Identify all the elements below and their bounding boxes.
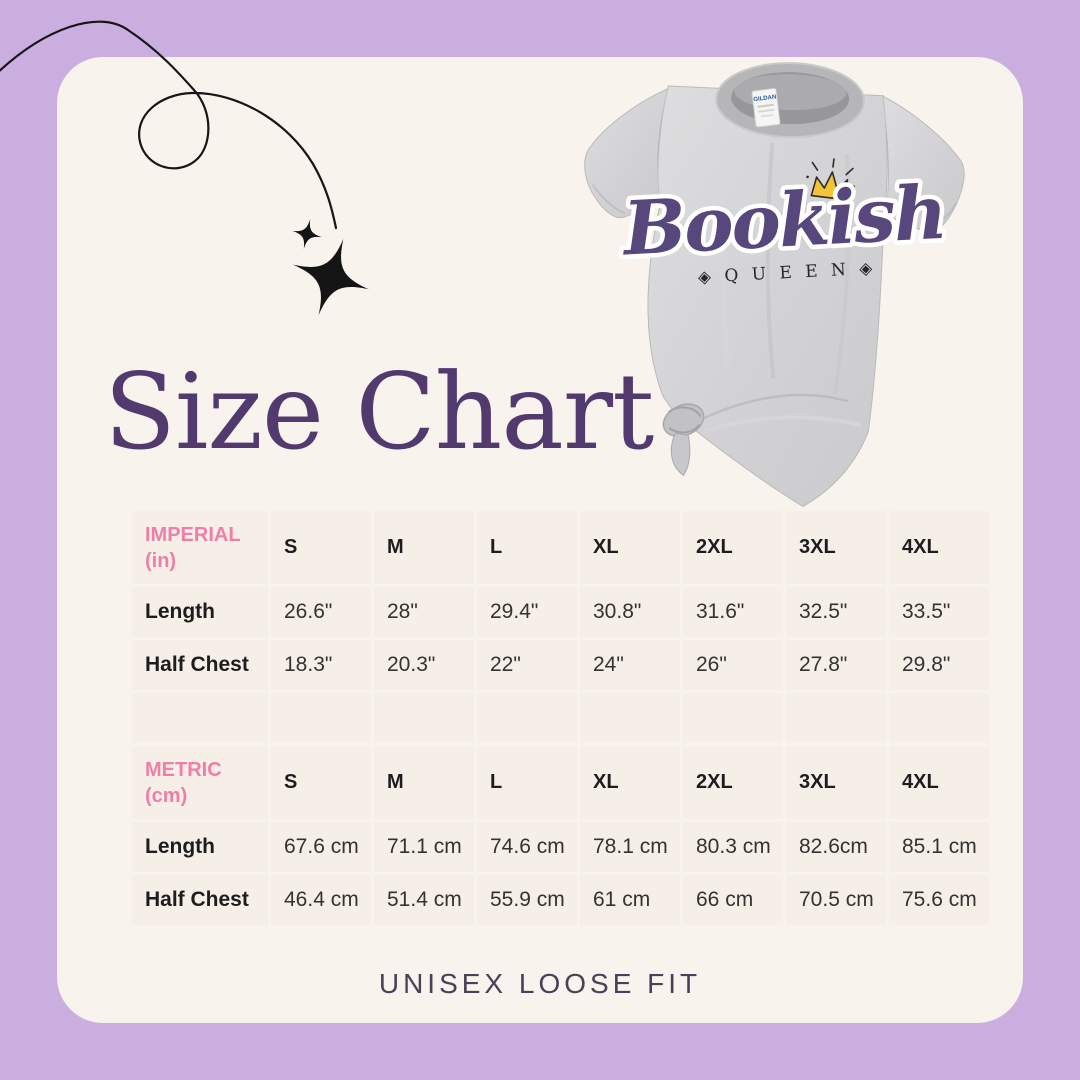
crown-icon: [806, 158, 856, 201]
size-col-header: L: [477, 746, 577, 819]
table-cell: 46.4 cm: [271, 875, 371, 925]
size-col-header: M: [374, 511, 474, 584]
page-title: Size Chart: [104, 351, 654, 473]
row-label: Length: [132, 587, 268, 637]
table-cell: 71.1 cm: [374, 822, 474, 872]
table-cell: 29.4": [477, 587, 577, 637]
table-cell: 32.5": [786, 587, 886, 637]
table-cell: 51.4 cm: [374, 875, 474, 925]
size-chart-table: IMPERIAL (in) S M L XL 2XL 3XL 4XL Lengt…: [132, 511, 989, 925]
table-cell: 28": [374, 587, 474, 637]
table-cell: 74.6 cm: [477, 822, 577, 872]
table-cell-empty: [271, 693, 371, 743]
fit-note: UNISEX LOOSE FIT: [378, 968, 702, 999]
table-cell: 22": [477, 640, 577, 690]
row-label: Length: [132, 822, 268, 872]
size-col-header: 2XL: [683, 746, 783, 819]
size-col-header: 3XL: [786, 511, 886, 584]
table-cell: 70.5 cm: [786, 875, 886, 925]
size-col-header: L: [477, 511, 577, 584]
table-cell-empty: [132, 693, 268, 743]
sparkle-large-icon: [292, 238, 370, 316]
table-cell: 85.1 cm: [889, 822, 989, 872]
tshirt-image: GILDAN Bookish ◈ Q U E E N ◈: [583, 62, 966, 508]
table-cell: 67.6 cm: [271, 822, 371, 872]
table-cell: 82.6cm: [786, 822, 886, 872]
table-cell: 26.6": [271, 587, 371, 637]
table-cell: 30.8": [580, 587, 680, 637]
size-col-header: XL: [580, 746, 680, 819]
size-col-header: 4XL: [889, 511, 989, 584]
brand-tag: GILDAN: [751, 88, 781, 128]
row-label: Half Chest: [132, 640, 268, 690]
table-cell-empty: [374, 693, 474, 743]
size-col-header: S: [271, 746, 371, 819]
tshirt-design: Bookish ◈ Q U E E N ◈: [615, 158, 952, 288]
table-cell: 20.3": [374, 640, 474, 690]
size-col-header: XL: [580, 511, 680, 584]
table-cell-empty: [683, 693, 783, 743]
table-cell: 80.3 cm: [683, 822, 783, 872]
unit-header-line1: IMPERIAL: [145, 523, 241, 546]
size-col-header: S: [271, 511, 371, 584]
table-cell: 26": [683, 640, 783, 690]
row-label: Half Chest: [132, 875, 268, 925]
unit-header-imperial: IMPERIAL (in): [132, 511, 268, 584]
size-col-header: 2XL: [683, 511, 783, 584]
table-cell: 33.5": [889, 587, 989, 637]
table-cell-empty: [786, 693, 886, 743]
table-cell: 55.9 cm: [477, 875, 577, 925]
unit-header-line2: (cm): [145, 784, 188, 807]
design-title-text: Bookish: [619, 170, 947, 273]
table-cell: 66 cm: [683, 875, 783, 925]
size-col-header: M: [374, 746, 474, 819]
twist-knot: [662, 403, 705, 477]
table-cell-empty: [580, 693, 680, 743]
unit-header-line2: (in): [145, 549, 177, 572]
table-cell-empty: [477, 693, 577, 743]
table-cell: 27.8": [786, 640, 886, 690]
unit-header-line1: METRIC: [145, 758, 222, 781]
swirl-decoration: [0, 20, 370, 316]
table-cell: 31.6": [683, 587, 783, 637]
sparkle-small-icon: [292, 219, 322, 249]
tshirt: GILDAN Bookish ◈ Q U E E N ◈: [583, 62, 966, 508]
size-col-header: 4XL: [889, 746, 989, 819]
table-cell: 24": [580, 640, 680, 690]
brand-tag-label: GILDAN: [753, 94, 777, 103]
table-cell: 29.8": [889, 640, 989, 690]
swirl-line: [0, 20, 338, 230]
table-cell: 18.3": [271, 640, 371, 690]
collar: GILDAN: [715, 62, 866, 139]
table-cell: 61 cm: [580, 875, 680, 925]
table-cell: 78.1 cm: [580, 822, 680, 872]
unit-header-metric: METRIC (cm): [132, 746, 268, 819]
table-cell: 75.6 cm: [889, 875, 989, 925]
table-cell-empty: [889, 693, 989, 743]
size-col-header: 3XL: [786, 746, 886, 819]
